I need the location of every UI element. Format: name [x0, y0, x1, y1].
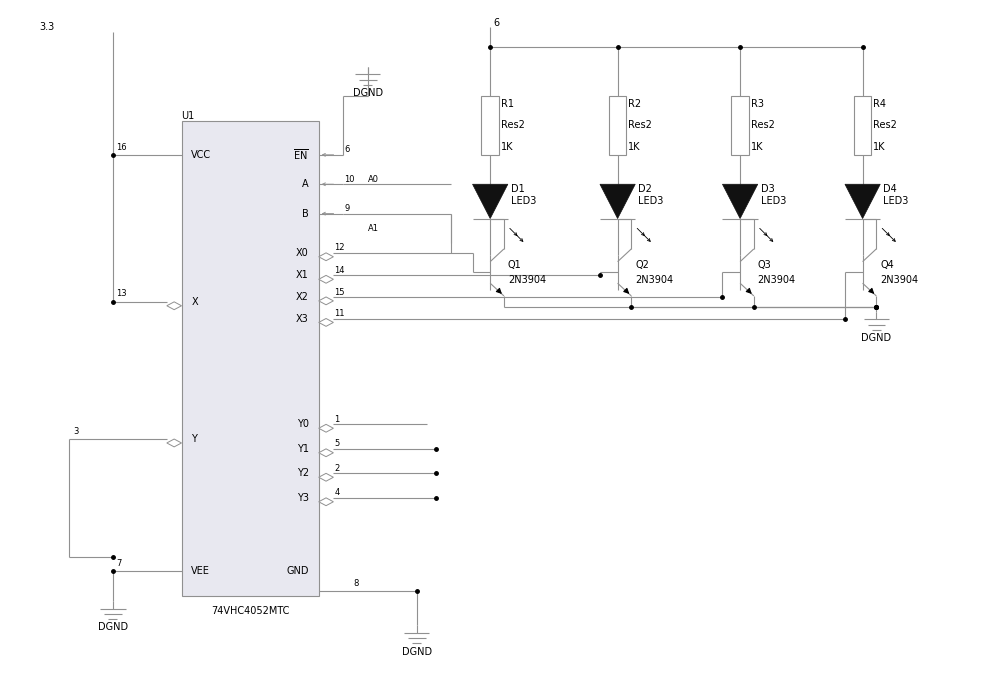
Polygon shape — [167, 302, 182, 309]
Text: Res2: Res2 — [751, 121, 775, 130]
Polygon shape — [319, 275, 333, 283]
Polygon shape — [319, 297, 333, 305]
Polygon shape — [319, 498, 333, 506]
Text: Res2: Res2 — [501, 121, 525, 130]
Text: 1K: 1K — [501, 142, 513, 152]
Text: D4: D4 — [883, 184, 897, 194]
Bar — [182, 121, 319, 596]
Text: Y1: Y1 — [297, 444, 309, 454]
Text: Q3: Q3 — [758, 259, 771, 270]
Text: Q2: Q2 — [635, 259, 649, 270]
Text: LED3: LED3 — [511, 196, 536, 206]
Text: 6: 6 — [344, 145, 350, 154]
Text: VCC: VCC — [191, 150, 211, 160]
Text: 15: 15 — [334, 287, 345, 296]
Text: Q1: Q1 — [508, 259, 522, 270]
Text: A: A — [302, 179, 309, 189]
Polygon shape — [600, 185, 635, 219]
Polygon shape — [319, 253, 333, 261]
Text: X: X — [191, 297, 198, 307]
Text: X0: X0 — [296, 248, 309, 258]
Text: DGND: DGND — [353, 88, 383, 98]
Bar — [609, 96, 626, 155]
Text: LED3: LED3 — [638, 196, 664, 206]
Text: D1: D1 — [511, 184, 525, 194]
Text: 2N3904: 2N3904 — [880, 275, 918, 285]
Text: 12: 12 — [334, 244, 345, 252]
Text: GND: GND — [286, 567, 309, 576]
Text: 5: 5 — [334, 440, 340, 449]
Text: 1K: 1K — [873, 142, 886, 152]
Polygon shape — [319, 425, 333, 432]
Text: A1: A1 — [368, 224, 379, 233]
Text: Y0: Y0 — [297, 419, 309, 429]
Text: Y: Y — [191, 434, 197, 444]
Text: LED3: LED3 — [883, 196, 909, 206]
Text: 10: 10 — [344, 175, 355, 184]
Text: 16: 16 — [116, 143, 126, 152]
Text: U1: U1 — [182, 110, 195, 121]
Text: 2: 2 — [334, 464, 340, 473]
Polygon shape — [319, 449, 333, 457]
Text: 3: 3 — [74, 427, 79, 436]
Text: R2: R2 — [628, 99, 642, 109]
Text: Y2: Y2 — [297, 469, 309, 478]
Text: R1: R1 — [501, 99, 514, 109]
Text: D3: D3 — [761, 184, 774, 194]
Bar — [854, 96, 871, 155]
Text: LED3: LED3 — [761, 196, 786, 206]
Text: 2N3904: 2N3904 — [758, 275, 796, 285]
Polygon shape — [167, 439, 182, 447]
Text: 1K: 1K — [628, 142, 641, 152]
Text: DGND: DGND — [402, 647, 432, 657]
Text: DGND: DGND — [861, 333, 891, 343]
Text: D2: D2 — [638, 184, 652, 194]
Text: 4: 4 — [334, 488, 340, 497]
Text: 7: 7 — [116, 559, 121, 568]
Polygon shape — [319, 318, 333, 327]
Bar — [731, 96, 749, 155]
Text: 1: 1 — [334, 415, 340, 424]
Polygon shape — [845, 185, 880, 219]
Text: $\overline{\mathrm{EN}}$: $\overline{\mathrm{EN}}$ — [293, 147, 309, 163]
Text: VEE: VEE — [191, 567, 210, 576]
Text: 6: 6 — [493, 18, 499, 27]
Text: Y3: Y3 — [297, 493, 309, 503]
Text: X3: X3 — [296, 314, 309, 324]
Text: R4: R4 — [873, 99, 886, 109]
Text: X1: X1 — [296, 270, 309, 281]
Text: 11: 11 — [334, 309, 345, 318]
Text: X2: X2 — [296, 292, 309, 302]
Bar — [481, 96, 499, 155]
Text: 3.3: 3.3 — [39, 23, 55, 32]
Text: 8: 8 — [353, 578, 358, 588]
Text: B: B — [302, 209, 309, 219]
Polygon shape — [473, 185, 508, 219]
Text: A0: A0 — [368, 175, 379, 184]
Text: 13: 13 — [116, 289, 126, 298]
Text: 1K: 1K — [751, 142, 763, 152]
Polygon shape — [722, 185, 758, 219]
Text: 74VHC4052MTC: 74VHC4052MTC — [211, 606, 289, 615]
Text: Res2: Res2 — [628, 121, 652, 130]
Text: Q4: Q4 — [880, 259, 894, 270]
Text: R3: R3 — [751, 99, 764, 109]
Text: DGND: DGND — [98, 622, 128, 632]
Text: 2N3904: 2N3904 — [508, 275, 546, 285]
Text: 2N3904: 2N3904 — [635, 275, 673, 285]
Text: 9: 9 — [344, 204, 349, 213]
Text: Res2: Res2 — [873, 121, 897, 130]
Text: 14: 14 — [334, 266, 345, 275]
Polygon shape — [319, 473, 333, 481]
